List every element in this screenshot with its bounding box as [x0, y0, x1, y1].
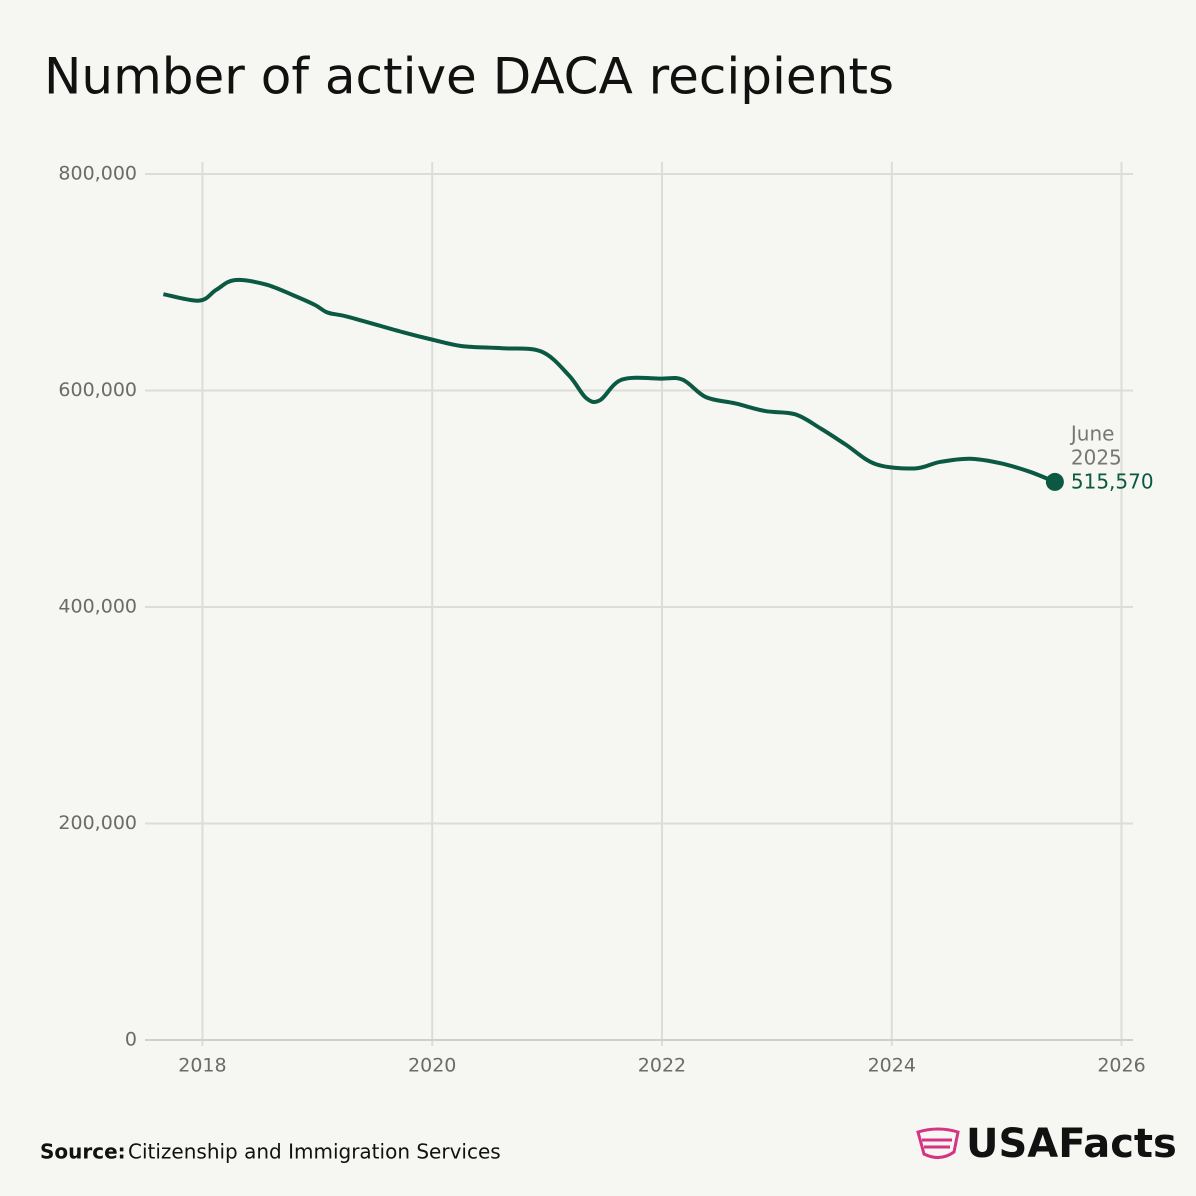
x-tick-label: 2018 [178, 1055, 226, 1077]
y-tick-label: 800,000 [58, 163, 137, 185]
annotation: 2025 [1071, 445, 1122, 469]
y-tick-label: 400,000 [58, 596, 137, 618]
annotation: June [1069, 421, 1115, 445]
line [162, 277, 1056, 484]
logo: USAFacts [966, 1121, 1177, 1167]
end-point [1045, 472, 1064, 491]
y-tick-label: 200,000 [58, 812, 137, 834]
source-label: Source: [40, 1140, 126, 1164]
x-tick-label: 2020 [408, 1055, 456, 1077]
y-tick-label: 600,000 [58, 379, 137, 401]
x-tick-label: 2022 [638, 1055, 686, 1077]
source: Citizenship and Immigration Services [128, 1140, 501, 1164]
x-tick-label: 2026 [1097, 1055, 1145, 1077]
value-label: 515,570 [1071, 469, 1154, 493]
x-tick-label: 2024 [868, 1055, 916, 1077]
logo-icon [916, 1127, 960, 1159]
chart-title: Number of active DACA recipients [44, 48, 894, 106]
y-tick-label: 0 [125, 1029, 137, 1051]
